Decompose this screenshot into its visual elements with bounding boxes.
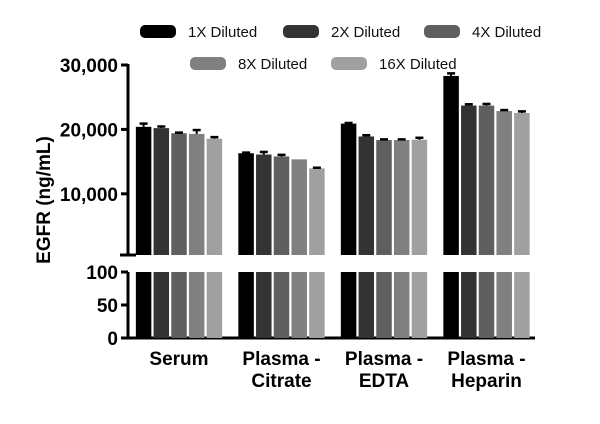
bar-lower-segment <box>309 272 325 338</box>
bar-lower-segment <box>206 272 223 338</box>
bar <box>411 139 428 255</box>
bar-lower-segment <box>153 272 170 338</box>
legend-swatch <box>140 25 176 38</box>
bar-lower-segment <box>238 272 254 338</box>
legend-swatch <box>331 57 367 70</box>
bar-lower-segment <box>340 272 357 338</box>
legend-swatch <box>424 25 460 38</box>
bar-lower-segment <box>188 272 205 338</box>
y-tick-label: 50 <box>97 296 118 317</box>
bar <box>340 123 357 255</box>
y-tick-label: 10,000 <box>60 185 118 206</box>
y-tick-label: 0 <box>107 329 118 350</box>
bar <box>309 168 325 255</box>
bar-lower-segment <box>256 272 272 338</box>
legend-label: 4X Diluted <box>472 24 541 41</box>
bar <box>514 112 530 255</box>
y-tick-label: 20,000 <box>60 120 118 141</box>
bar <box>256 154 272 255</box>
legend: 1X Diluted 2X Diluted 4X Diluted 8X Diluted… <box>140 24 541 73</box>
bar-lower-segment <box>273 272 290 338</box>
bar <box>358 136 375 255</box>
bar-lower-segment <box>478 272 495 338</box>
y-tick-label: 30,000 <box>60 56 118 77</box>
y-tick-label: 100 <box>86 263 118 284</box>
bar-lower-segment <box>135 272 152 338</box>
bar <box>461 105 477 256</box>
bar <box>188 133 205 255</box>
bar-lower-segment <box>358 272 375 338</box>
bars <box>135 72 530 338</box>
legend-label: 16X Diluted <box>379 56 457 73</box>
bar <box>135 126 152 255</box>
x-tick-label: Plasma -Heparin <box>447 349 525 392</box>
bar <box>443 75 459 255</box>
legend-swatch <box>190 57 226 70</box>
bar <box>376 140 392 255</box>
bar-lower-segment <box>376 272 392 338</box>
bar <box>206 138 223 255</box>
bar <box>238 153 254 255</box>
x-tick-label: Plasma -EDTA <box>345 349 423 392</box>
bar <box>496 111 512 256</box>
bar-lower-segment <box>291 272 307 338</box>
bar-lower-segment <box>514 272 530 338</box>
bar-lower-segment <box>461 272 477 338</box>
bar <box>171 133 187 255</box>
bar <box>291 159 307 255</box>
bar-lower-segment <box>171 272 187 338</box>
legend-label: 8X Diluted <box>238 56 307 73</box>
bar-lower-segment <box>496 272 512 338</box>
bar-lower-segment <box>411 272 428 338</box>
x-tick-labels: Serum Plasma -Citrate Plasma -EDTA Plasma -… <box>149 349 525 392</box>
legend-label: 1X Diluted <box>188 24 257 41</box>
y-axis-label: EGFR (ng/mL) <box>34 136 55 264</box>
bar-lower-segment <box>393 272 410 338</box>
bar <box>273 156 290 255</box>
legend-swatch <box>283 25 319 38</box>
x-tick-label: Serum <box>149 349 208 370</box>
bar <box>153 128 170 255</box>
bar-lower-segment <box>443 272 459 338</box>
bar <box>478 105 495 256</box>
bar <box>393 140 410 255</box>
x-tick-label: Plasma -Citrate <box>242 349 320 392</box>
legend-label: 2X Diluted <box>331 24 400 41</box>
